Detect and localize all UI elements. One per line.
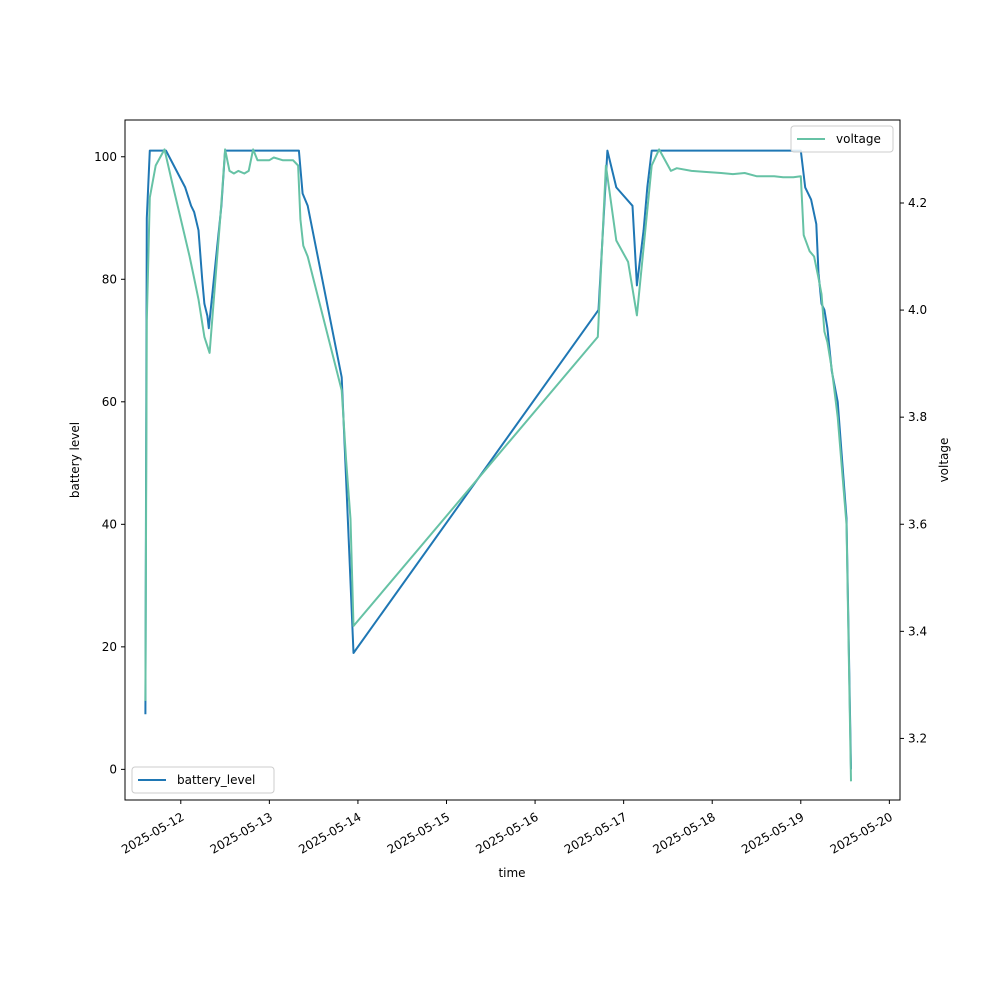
legend-voltage-frame [790, 125, 894, 153]
series-line-voltage [144, 148, 852, 782]
legend-battery-label: battery_level [177, 773, 255, 787]
legend-voltage: voltage [790, 125, 894, 153]
y-right-tick-label: 3.6 [908, 517, 927, 531]
y-left-tick-label: 60 [102, 395, 117, 409]
y-right-tick-label: 4.0 [908, 303, 927, 317]
y-left-tick-label: 40 [102, 517, 117, 531]
plot-area [144, 148, 852, 782]
y-axis-left-title: battery level [68, 422, 82, 498]
y-left-tick-label: 100 [94, 150, 117, 164]
y-right-tick-label: 3.4 [908, 624, 927, 638]
y-right-tick-label: 3.2 [908, 731, 927, 745]
legend-battery-level: battery_level [131, 766, 275, 794]
y-right-tick-label: 4.2 [908, 196, 927, 210]
y-left-tick-label: 0 [109, 762, 117, 776]
legend-voltage-label: voltage [836, 132, 881, 146]
y-right-tick-label: 3.8 [908, 410, 927, 424]
plot-frame [124, 119, 901, 801]
y-left-tick-label: 20 [102, 640, 117, 654]
y-left-tick-label: 80 [102, 272, 117, 286]
y-axis-right: 3.2 3.4 3.6 3.8 4.0 4.2 [900, 196, 927, 745]
y-axis-right-title: voltage [937, 438, 951, 483]
x-axis-title: time [498, 866, 525, 880]
y-axis-left: 0 20 40 60 80 100 [94, 150, 125, 776]
legend-battery-frame [131, 766, 275, 794]
